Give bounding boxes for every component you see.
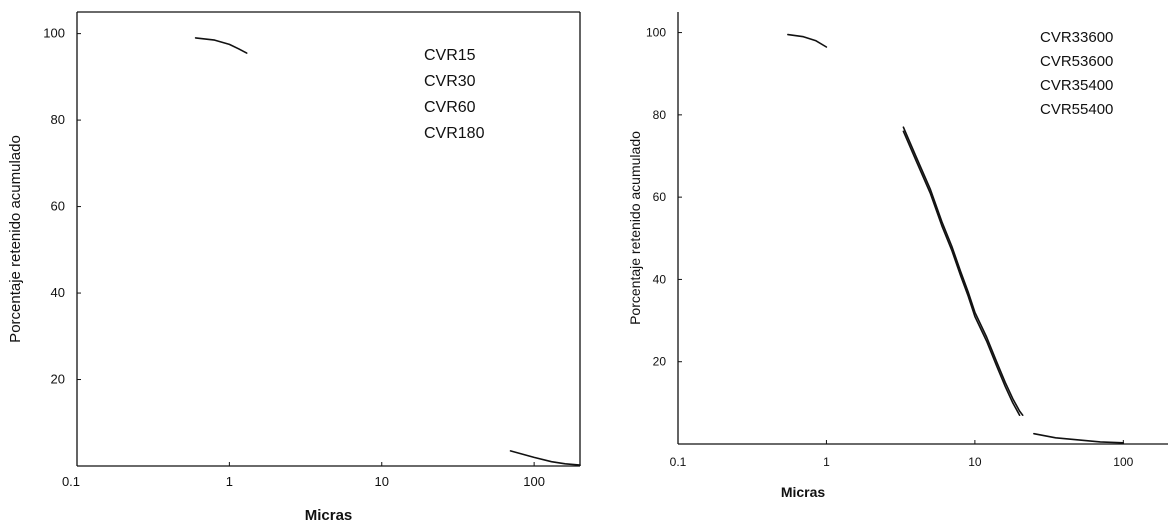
x-tick-label: 10: [375, 474, 389, 489]
y-tick-label: 80: [653, 108, 667, 122]
x-tick-label: 100: [523, 474, 545, 489]
y-tick-label: 100: [43, 26, 65, 41]
x-tick-label: 0.1: [62, 474, 80, 489]
y-tick-label: 100: [646, 26, 666, 40]
x-axis-label: Micras: [305, 507, 353, 524]
series-line-1: [194, 37, 248, 54]
x-tick-label: 1: [823, 455, 830, 469]
legend-entry: CVR30: [424, 73, 476, 90]
chart-panel-2: 20 40 60 80 100 0.1 1 10 100 Micras Porcentaje ret…: [627, 12, 1168, 500]
y-tick-label: 60: [51, 199, 65, 214]
series-line-2: [509, 450, 581, 466]
legend-entry: CVR15: [424, 47, 476, 64]
legend-entry: CVR180: [424, 125, 485, 142]
legend-entry: CVR53600: [1040, 53, 1113, 70]
legend-entry: CVR33600: [1040, 29, 1113, 46]
x-tick-label: 0.1: [670, 455, 687, 469]
y-tick-label: 20: [51, 372, 65, 387]
chart-panel-1: 20 40 60 80 100 0.1 1 10 100 Micras Porcentaje ret…: [7, 11, 581, 524]
x-tick-label: 1: [226, 474, 233, 489]
y-axis-label: Porcentaje retenido acumulado: [627, 131, 643, 325]
y-tick-label: 60: [653, 190, 667, 204]
x-tick-label: 100: [1113, 455, 1133, 469]
x-tick-label: 10: [968, 455, 982, 469]
y-tick-label: 80: [51, 112, 65, 127]
series-line-4: [1033, 432, 1125, 444]
x-axis-label: Micras: [781, 484, 826, 500]
series-line-2: [902, 126, 1024, 417]
series-line-1: [787, 33, 828, 48]
y-tick-label: 40: [51, 285, 65, 300]
y-tick-label: 40: [653, 272, 667, 286]
legend-entry: CVR55400: [1040, 101, 1113, 118]
y-axis-label: Porcentaje retenido acumulado: [7, 135, 24, 343]
series-line-3: [902, 130, 1021, 417]
legend-entry: CVR60: [424, 99, 476, 116]
legend-entry: CVR35400: [1040, 77, 1113, 94]
y-tick-label: 20: [653, 355, 667, 369]
